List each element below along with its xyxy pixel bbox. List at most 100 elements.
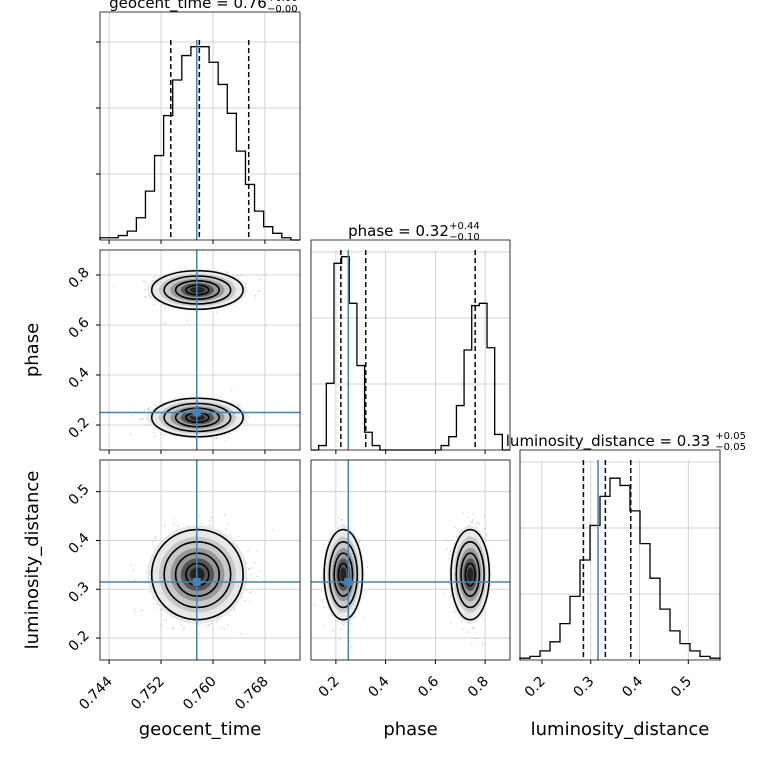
sample-point xyxy=(139,418,141,421)
sample-point xyxy=(227,522,230,525)
sample-point xyxy=(215,620,218,622)
sample-point xyxy=(132,569,135,572)
sample-point xyxy=(448,554,451,557)
x-axis-geocent-time: 0.744 0.752 0.760 0.768 geocent_time xyxy=(76,673,272,740)
sample-point xyxy=(484,527,487,530)
sample-point xyxy=(149,296,151,299)
sample-point xyxy=(450,621,452,624)
sample-point xyxy=(362,596,365,599)
sample-point xyxy=(198,514,201,517)
sample-point xyxy=(224,270,227,273)
hist-panel-phase: phase = 0.32 +0.44−0.10 xyxy=(310,221,511,454)
sample-point xyxy=(366,566,369,569)
y-tick-label: 0.4 xyxy=(66,530,93,557)
sample-point xyxy=(337,517,340,520)
sample-point xyxy=(467,631,470,633)
panel-frame xyxy=(99,11,301,241)
sample-point xyxy=(144,288,146,291)
y-tick-label: 0.4 xyxy=(66,365,93,392)
sample-point xyxy=(148,590,150,593)
sample-point xyxy=(443,592,445,595)
sample-point xyxy=(340,628,343,631)
sample-point xyxy=(163,433,166,436)
sample-point xyxy=(134,611,137,614)
sample-point xyxy=(129,564,132,566)
sample-point xyxy=(153,431,155,434)
x-tick-label: 0.6 xyxy=(415,673,442,700)
sample-point xyxy=(141,418,144,421)
panel-title-text: geocent_time = 0.76 xyxy=(109,0,267,13)
x-axis-label: phase xyxy=(383,719,437,740)
x-axis-label: geocent_time xyxy=(139,719,262,740)
sample-point xyxy=(219,396,221,399)
x-tick-label: 0.2 xyxy=(316,674,343,701)
sample-point xyxy=(183,625,186,628)
sample-point xyxy=(210,516,213,519)
sample-point xyxy=(470,521,473,523)
panel-title-text: luminosity_distance = 0.33 xyxy=(506,432,710,451)
sample-point xyxy=(249,600,252,603)
sample-point xyxy=(228,613,231,616)
panel-frame xyxy=(310,239,511,451)
x-axis-label: luminosity_distance xyxy=(531,719,710,740)
sample-point xyxy=(185,319,188,322)
sample-point xyxy=(249,574,252,576)
sample-point xyxy=(204,624,207,627)
sample-point xyxy=(234,305,236,308)
title-upper-error: +0.05 xyxy=(715,431,746,442)
sample-point xyxy=(258,278,261,281)
hist-panel-luminosity-distance: luminosity_distance = 0.33 +0.05−0.05 xyxy=(506,431,746,664)
sample-point xyxy=(323,606,326,609)
truth-marker xyxy=(344,577,353,586)
sample-point xyxy=(233,608,236,610)
sample-point xyxy=(462,512,465,515)
y-tick-label: 0.6 xyxy=(66,315,93,342)
sample-point xyxy=(144,295,147,298)
sample-point xyxy=(131,414,134,417)
sample-point xyxy=(172,517,175,520)
x-axis-luminosity-distance: 0.2 0.3 0.4 0.5 luminosity_distance xyxy=(522,673,710,740)
sample-point xyxy=(263,413,265,416)
sample-point xyxy=(215,311,218,314)
sample-point xyxy=(247,415,250,418)
sample-point xyxy=(228,533,231,536)
sample-point xyxy=(224,514,226,516)
sample-point xyxy=(250,566,253,569)
sample-point xyxy=(342,524,344,526)
sample-point xyxy=(350,622,353,625)
sample-point xyxy=(153,403,156,406)
sample-point xyxy=(200,522,203,525)
panel-title: geocent_time = 0.76+0.00−0.00 xyxy=(109,0,297,15)
sample-point xyxy=(163,524,166,527)
sample-point xyxy=(147,284,150,286)
sample-point xyxy=(179,621,182,624)
sample-point xyxy=(239,632,242,635)
sample-point xyxy=(448,596,451,599)
x-axis-phase: 0.2 0.4 0.6 0.8 phase xyxy=(316,673,492,740)
y-tick-label: 0.3 xyxy=(66,579,93,606)
title-lower-error: −0.00 xyxy=(267,4,298,15)
sample-point xyxy=(254,298,257,300)
panel-frame xyxy=(99,459,301,661)
sample-point xyxy=(460,620,463,623)
sample-point xyxy=(314,603,316,606)
sample-point xyxy=(144,295,147,298)
scatter-panel-phase-vs-luminosity-distance xyxy=(310,459,511,664)
sample-point xyxy=(151,541,154,543)
sample-point xyxy=(472,626,475,629)
sample-point xyxy=(160,608,162,611)
sample-point xyxy=(445,539,448,542)
sample-point xyxy=(358,540,361,543)
sample-point xyxy=(154,537,157,540)
sample-point xyxy=(152,276,155,278)
sample-point xyxy=(147,408,150,411)
sample-point xyxy=(163,307,166,310)
sample-point xyxy=(171,627,174,630)
sample-point xyxy=(145,424,148,427)
sample-point xyxy=(210,622,213,624)
sample-point xyxy=(129,433,132,436)
sample-point xyxy=(478,522,481,525)
sample-point xyxy=(449,594,452,597)
panel-frame xyxy=(519,449,721,661)
